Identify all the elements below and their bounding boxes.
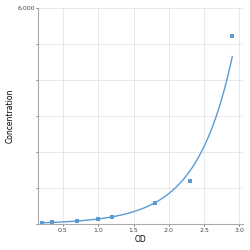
- X-axis label: OD: OD: [135, 236, 146, 244]
- Y-axis label: Concentration: Concentration: [6, 89, 15, 143]
